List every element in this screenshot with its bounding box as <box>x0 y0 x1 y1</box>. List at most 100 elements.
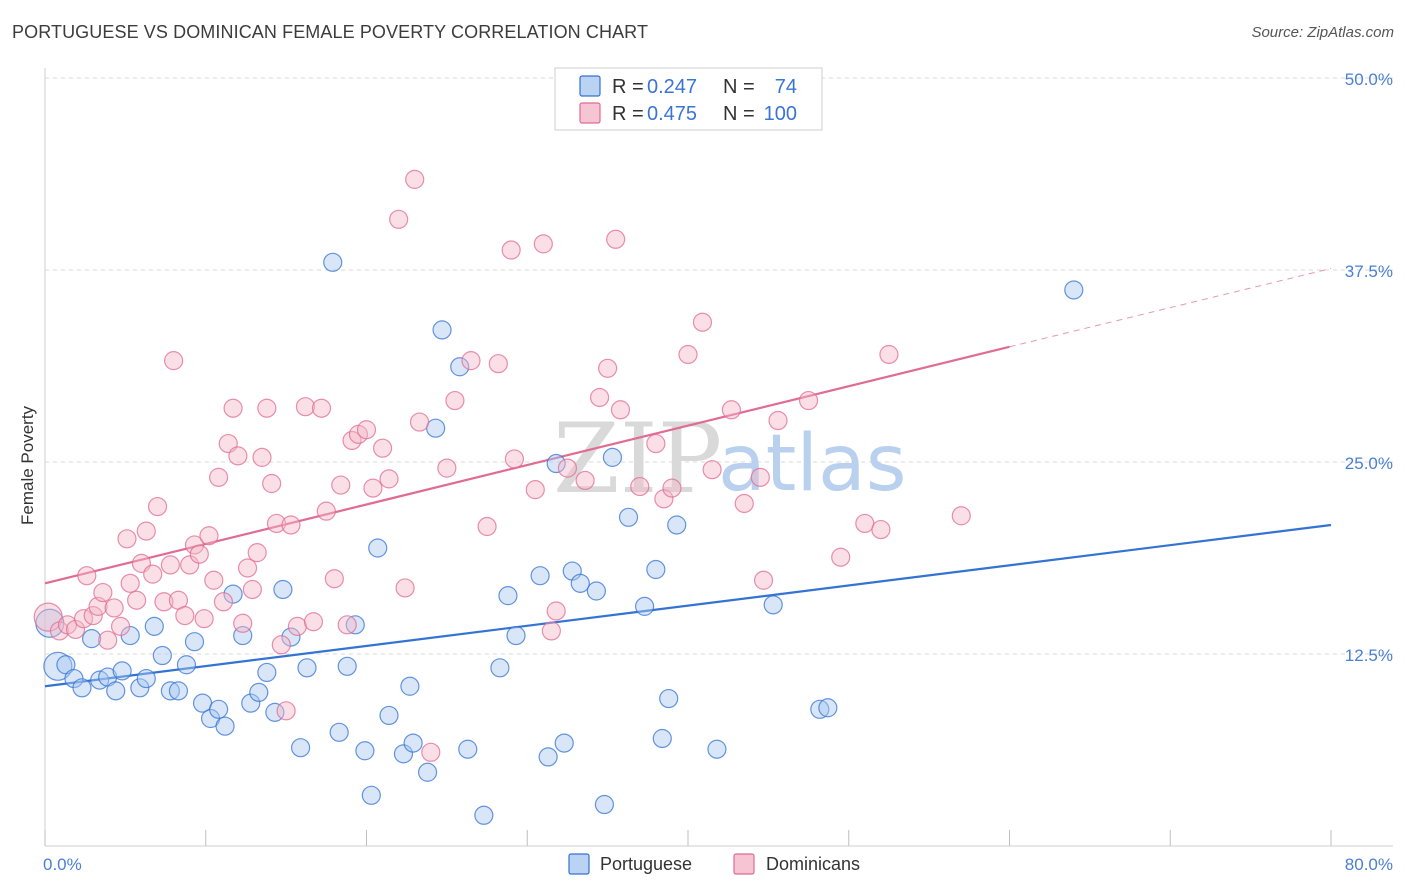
point-portuguese-15 <box>160 681 180 701</box>
point-dominicans-34 <box>228 446 248 466</box>
point-portuguese-54 <box>538 747 558 767</box>
point-dominicans-45 <box>281 515 301 535</box>
point-dominicans-71 <box>504 449 524 469</box>
point-dominicans-60 <box>389 209 409 229</box>
point-dominicans-96 <box>855 513 875 534</box>
point-portuguese-46 <box>432 320 452 340</box>
point-portuguese-34 <box>329 722 349 742</box>
point-portuguese-47 <box>450 357 470 377</box>
point-dominicans-21 <box>164 351 184 371</box>
legend-n-value-dominicans: 100 <box>764 103 797 125</box>
point-dominicans-91 <box>750 467 770 487</box>
point-dominicans-31 <box>213 592 234 612</box>
point-dominicans-19 <box>154 592 174 612</box>
point-dominicans-52 <box>331 475 351 495</box>
point-dominicans-36 <box>237 558 258 578</box>
legend-r-label-dominicans: R = <box>612 103 644 125</box>
point-portuguese-14 <box>152 645 172 666</box>
point-dominicans-83 <box>646 433 666 454</box>
point-dominicans-58 <box>372 438 393 458</box>
point-dominicans-65 <box>437 458 457 478</box>
point-dominicans-48 <box>303 612 324 632</box>
y-tick-label-1: 25.0% <box>1345 454 1393 473</box>
legend-n-label-dominicans: N = <box>723 103 755 125</box>
point-dominicans-94 <box>798 390 819 411</box>
point-dominicans-39 <box>252 447 272 467</box>
point-dominicans-23 <box>175 605 195 626</box>
point-portuguese-21 <box>209 699 229 719</box>
point-portuguese-45 <box>426 418 446 438</box>
point-dominicans-62 <box>405 169 425 189</box>
point-portuguese-32 <box>297 658 317 678</box>
point-portuguese-59 <box>586 581 606 601</box>
point-dominicans-97 <box>871 519 891 540</box>
point-dominicans-12 <box>117 529 137 549</box>
point-portuguese-27 <box>257 662 277 683</box>
point-dominicans-9 <box>98 630 118 650</box>
point-dominicans-56 <box>356 420 377 440</box>
point-dominicans-67 <box>461 351 481 371</box>
point-dominicans-79 <box>598 358 618 378</box>
point-portuguese-55 <box>546 453 566 474</box>
point-dominicans-98 <box>879 344 899 365</box>
point-portuguese-43 <box>403 733 423 753</box>
point-dominicans-69 <box>488 354 508 374</box>
point-portuguese-42 <box>400 676 420 696</box>
x-tick-label-0: 0.0% <box>43 855 82 874</box>
point-dominicans-64 <box>421 742 441 762</box>
point-dominicans-72 <box>525 480 545 500</box>
point-portuguese-49 <box>474 805 494 825</box>
point-portuguese-38 <box>361 785 381 805</box>
legend-swatch-portuguese <box>579 75 601 97</box>
point-dominicans-37 <box>242 579 262 600</box>
point-dominicans-8 <box>93 582 113 603</box>
point-portuguese-50 <box>490 658 510 678</box>
point-portuguese-37 <box>355 741 375 761</box>
point-dominicans-68 <box>477 516 497 537</box>
point-dominicans-26 <box>189 544 209 564</box>
point-portuguese-17 <box>176 655 197 675</box>
point-portuguese-9 <box>112 661 132 681</box>
point-portuguese-68 <box>707 739 727 759</box>
point-dominicans-74 <box>541 621 561 641</box>
point-portuguese-51 <box>498 586 518 606</box>
point-portuguese-8 <box>106 681 126 701</box>
data-points <box>33 169 1084 825</box>
point-dominicans-11 <box>110 616 131 636</box>
point-dominicans-89 <box>721 400 742 420</box>
point-dominicans-14 <box>127 590 147 610</box>
source-label: Source: ZipAtlas.com <box>1251 24 1394 41</box>
point-dominicans-33 <box>223 398 243 418</box>
point-dominicans-16 <box>136 521 156 541</box>
point-portuguese-16 <box>168 681 189 701</box>
point-portuguese-33 <box>323 252 343 272</box>
point-dominicans-3 <box>65 619 86 640</box>
point-portuguese-13 <box>144 616 164 636</box>
point-dominicans-5 <box>77 566 97 586</box>
point-portuguese-18 <box>184 632 205 652</box>
point-dominicans-77 <box>575 470 595 491</box>
point-dominicans-43 <box>271 635 291 655</box>
x-tick-label-1: 80.0% <box>1345 855 1393 874</box>
point-dominicans-86 <box>678 344 698 365</box>
point-portuguese-53 <box>530 566 550 586</box>
point-dominicans-76 <box>557 458 578 478</box>
point-portuguese-70 <box>810 699 830 719</box>
point-dominicans-51 <box>324 569 344 589</box>
point-dominicans-93 <box>768 410 788 431</box>
point-dominicans-70 <box>501 240 521 260</box>
point-dominicans-81 <box>610 400 631 420</box>
tick-labels: 12.5% 25.0% 37.5% 50.0% 0.0% 80.0% <box>43 70 1393 874</box>
point-dominicans-30 <box>209 467 229 487</box>
point-portuguese-26 <box>249 682 269 703</box>
point-portuguese-44 <box>417 762 438 782</box>
legend-r-value-portuguese: 0.247 <box>647 76 697 98</box>
legend-top: R = 0.247 N = 74 R = 0.475 N = 100 <box>554 67 823 131</box>
point-portuguese-62 <box>618 507 639 527</box>
point-portuguese-41 <box>393 744 414 764</box>
point-dominicans-78 <box>589 387 610 408</box>
point-portuguese-64 <box>646 559 666 580</box>
point-dominicans-80 <box>606 229 626 249</box>
point-dominicans-95 <box>831 547 851 567</box>
legend-bottom: Portuguese Dominicans <box>568 853 860 875</box>
